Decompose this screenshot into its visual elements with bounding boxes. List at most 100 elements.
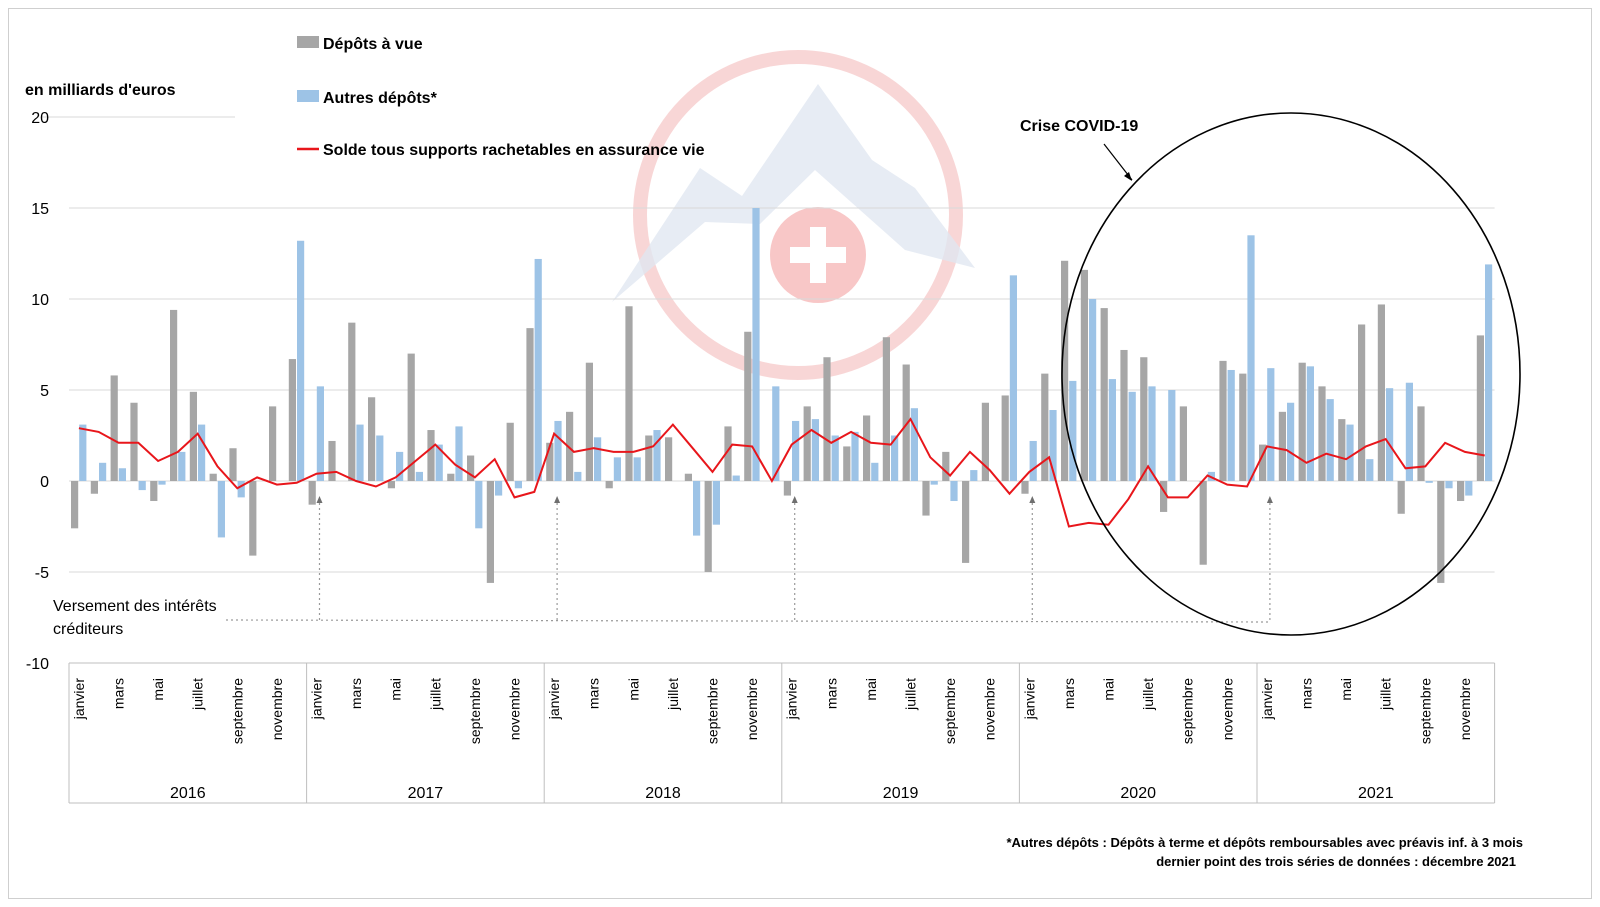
bar-autres-depots [712, 481, 720, 525]
bar-depots-a-vue [1219, 360, 1227, 481]
bar-depots-a-vue [1417, 406, 1425, 481]
bar-depots-a-vue [71, 481, 79, 529]
bar-autres-depots [534, 258, 542, 481]
bar-autres-depots [831, 435, 839, 481]
month-tick-label: mars [1299, 678, 1315, 709]
bar-autres-depots [415, 471, 423, 481]
watermark-logo [612, 50, 975, 380]
bar-autres-depots [138, 481, 146, 491]
bar-autres-depots [1326, 399, 1334, 481]
bar-depots-a-vue [843, 446, 851, 481]
bar-depots-a-vue [229, 448, 237, 481]
bar-autres-depots [217, 481, 225, 538]
month-tick-label: janvier [1021, 678, 1037, 721]
bar-autres-depots [1366, 459, 1374, 481]
bar-depots-a-vue [368, 397, 376, 481]
bar-autres-depots [554, 420, 562, 481]
y-tick-label: 5 [40, 383, 49, 400]
gridlines [42, 116, 1495, 573]
bar-autres-depots [851, 431, 859, 481]
bar-autres-depots [158, 481, 166, 485]
bar-autres-depots [910, 408, 918, 481]
bar-depots-a-vue [704, 481, 712, 572]
bar-depots-a-vue [150, 481, 158, 502]
month-tick-label: septembre [1417, 678, 1433, 744]
bar-autres-depots [1247, 235, 1255, 481]
bar-depots-a-vue [1061, 260, 1069, 481]
bar-autres-depots [693, 481, 701, 536]
bar-autres-depots [1346, 424, 1354, 481]
bar-autres-depots [930, 481, 938, 485]
month-tick-label: novembre [982, 678, 998, 740]
year-label: 2020 [1120, 785, 1156, 802]
bar-autres-depots [1168, 390, 1176, 481]
bar-depots-a-vue [288, 359, 296, 481]
bar-depots-a-vue [605, 481, 613, 489]
year-label: 2019 [883, 785, 919, 802]
month-tick-label: janvier [1259, 678, 1275, 721]
bar-autres-depots [356, 424, 364, 481]
month-tick-label: mars [823, 678, 839, 709]
bar-autres-depots [297, 240, 305, 481]
series-autres-depots [79, 208, 1493, 538]
year-label: 2018 [645, 785, 681, 802]
bar-autres-depots [1405, 382, 1413, 481]
month-tick-label: janvier [71, 678, 87, 721]
legend-swatch-depots-a-vue [297, 36, 319, 48]
bar-autres-depots [1128, 391, 1136, 481]
bar-depots-a-vue [546, 442, 554, 481]
bar-autres-depots [99, 462, 107, 481]
bar-autres-depots [178, 451, 186, 481]
month-tick-label: novembre [1219, 678, 1235, 740]
month-tick-label: novembre [269, 678, 285, 740]
bar-depots-a-vue [1001, 395, 1009, 481]
bar-autres-depots [653, 430, 661, 481]
bar-depots-a-vue [269, 406, 277, 481]
bar-depots-a-vue [803, 406, 811, 481]
bar-autres-depots [633, 457, 641, 481]
bar-autres-depots [613, 457, 621, 481]
legend-label-depots-a-vue: Dépôts à vue [323, 36, 423, 53]
bar-depots-a-vue [566, 411, 574, 481]
bar-autres-depots [514, 481, 522, 489]
bar-autres-depots [1029, 440, 1037, 481]
bar-autres-depots [1445, 481, 1453, 489]
bar-autres-depots [772, 386, 780, 481]
month-tick-label: novembre [744, 678, 760, 740]
bar-depots-a-vue [1476, 335, 1484, 481]
bar-depots-a-vue [942, 451, 950, 481]
covid-label: Crise COVID-19 [1020, 118, 1138, 135]
bar-depots-a-vue [1377, 304, 1385, 481]
month-tick-label: novembre [507, 678, 523, 740]
interest-note-line2: créditeurs [53, 621, 123, 638]
bar-autres-depots [1465, 481, 1473, 496]
month-tick-label: juillet [1378, 678, 1394, 711]
legend-label-assurance-vie: Solde tous supports rachetables en assur… [323, 142, 705, 159]
bar-autres-depots [475, 481, 483, 529]
bar-autres-depots [1386, 388, 1394, 481]
month-tick-label: septembre [1180, 678, 1196, 744]
month-tick-label: mai [625, 678, 641, 701]
bar-depots-a-vue [1160, 481, 1168, 512]
y-tick-label: -5 [35, 565, 49, 582]
interest-connector [225, 619, 1270, 623]
bar-depots-a-vue [249, 481, 257, 556]
bar-depots-a-vue [684, 473, 692, 481]
bar-depots-a-vue [1080, 269, 1088, 481]
bar-depots-a-vue [506, 422, 514, 481]
bar-depots-a-vue [882, 337, 890, 481]
bar-autres-depots [792, 420, 800, 481]
bar-autres-depots [1485, 264, 1493, 481]
y-tick-label: 15 [31, 201, 49, 218]
footnote-1: *Autres dépôts : Dépôts à terme et dépôt… [1006, 835, 1523, 850]
month-tick-label: septembre [705, 678, 721, 744]
bar-autres-depots [950, 481, 958, 502]
month-tick-label: mars [348, 678, 364, 709]
bar-autres-depots [871, 462, 879, 481]
bar-autres-depots [316, 386, 324, 481]
covid-ellipse [1061, 112, 1521, 636]
month-tick-label: septembre [467, 678, 483, 744]
interest-arrowhead [1029, 496, 1036, 503]
y-tick-label: 20 [31, 110, 49, 127]
